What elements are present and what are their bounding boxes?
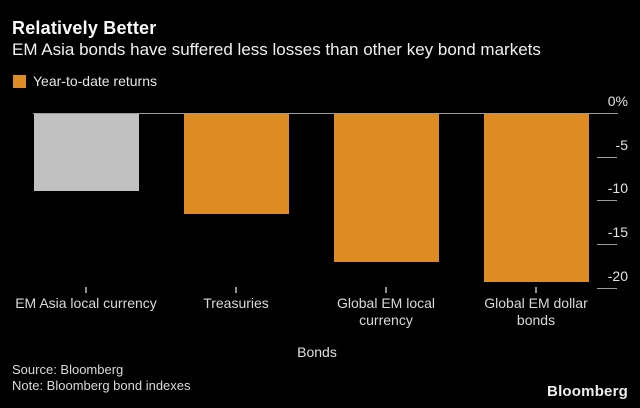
x-category-label-3: Global EM dollar bonds [484, 295, 588, 328]
y-tick-label-2: -10 [607, 180, 628, 196]
note-text: Note: Bloomberg bond indexes [12, 378, 191, 393]
x-tick-1 [235, 287, 237, 293]
zero-baseline [33, 113, 618, 114]
y-tick-dash-4 [597, 288, 617, 289]
y-tick-label-0: 0% [607, 93, 628, 109]
y-tick-dash-1 [597, 157, 617, 158]
source-text: Source: Bloomberg [12, 362, 124, 377]
y-tick-label-4: -20 [607, 268, 628, 284]
y-tick-label-3: -15 [607, 224, 628, 240]
x-tick-2 [385, 287, 387, 293]
bloomberg-logo: Bloomberg [547, 383, 628, 400]
x-tick-0 [85, 287, 87, 293]
y-tick-dash-3 [597, 244, 617, 245]
x-category-label-1: Treasuries [203, 295, 269, 311]
y-tick-dash-2 [597, 200, 617, 201]
bar-0 [33, 114, 139, 191]
chart-subtitle: EM Asia bonds have suffered less losses … [12, 40, 541, 59]
legend-label: Year-to-date returns [33, 73, 157, 89]
y-tick-label-1: -5 [615, 137, 628, 153]
legend: Year-to-date returns [13, 73, 157, 89]
bar-2 [333, 114, 439, 262]
x-category-label-2: Global EM local currency [336, 295, 436, 328]
legend-swatch-icon [13, 74, 26, 88]
x-axis-title: Bonds [297, 344, 337, 360]
x-tick-3 [535, 287, 537, 293]
x-category-label-0: EM Asia local currency [15, 295, 157, 311]
chart-title: Relatively Better [12, 18, 157, 38]
source-note-block: Source: Bloomberg Note: Bloomberg bond i… [12, 362, 191, 394]
bar-3 [483, 114, 589, 282]
bar-1 [183, 114, 289, 214]
